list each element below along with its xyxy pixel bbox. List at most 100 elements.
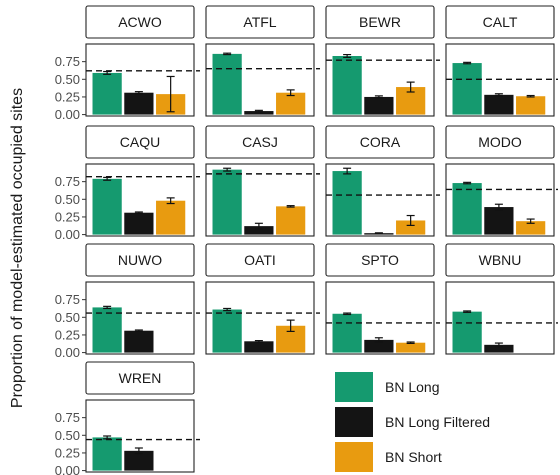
panel-strip xyxy=(205,243,315,277)
legend-item-bn-long-filtered: BN Long Filtered xyxy=(335,407,490,437)
error-bar xyxy=(223,167,232,172)
bar-bn-long xyxy=(452,311,482,353)
panel-acwo: ACWO 0.00 0.25 0.50 0.75 xyxy=(55,5,200,122)
bar-bn-long-filtered xyxy=(484,344,514,353)
error-bar xyxy=(254,109,263,113)
y-tick-label: 0.50 xyxy=(55,72,80,87)
legend-swatch xyxy=(335,372,373,402)
error-bar xyxy=(374,95,383,99)
panel-nuwo: NUWO 0.00 0.25 0.50 0.75 xyxy=(55,243,200,360)
bar-bn-long xyxy=(452,183,482,235)
error-bar xyxy=(463,310,472,313)
panel-title: OATI xyxy=(244,252,276,268)
y-tick-label: 0.25 xyxy=(55,89,80,104)
panel-strip xyxy=(325,243,435,277)
bar-bn-long xyxy=(332,313,362,353)
error-bar xyxy=(166,197,175,205)
legend: BN Long BN Long Filtered BN Short xyxy=(335,372,490,472)
y-tick-label: 0.75 xyxy=(55,292,80,307)
panel-title: BEWR xyxy=(359,14,401,30)
panel-title: CALT xyxy=(483,14,518,30)
error-bar xyxy=(526,218,535,224)
panel-title: WBNU xyxy=(479,252,522,268)
panel-calt: CALT xyxy=(445,5,558,117)
panel-strip xyxy=(85,5,195,39)
error-bar xyxy=(254,222,263,230)
legend-label: BN Long Filtered xyxy=(385,414,490,430)
error-bar xyxy=(494,342,503,348)
bar-bn-long-filtered xyxy=(364,96,394,115)
bar-bn-long xyxy=(92,178,122,235)
error-bar xyxy=(494,93,503,97)
error-bar xyxy=(134,447,143,455)
y-tick-label: 0.00 xyxy=(55,345,80,360)
panel-cora: CORA xyxy=(325,125,440,237)
y-tick-label: 0.75 xyxy=(55,410,80,425)
panel-strip xyxy=(445,5,555,39)
panel-title: CORA xyxy=(360,134,401,150)
bar-bn-long xyxy=(452,63,482,115)
panel-caqu: CAQU 0.00 0.25 0.50 0.75 xyxy=(55,125,200,242)
y-tick-label: 0.25 xyxy=(55,209,80,224)
panel-wren: WREN 0.00 0.25 0.50 0.75 xyxy=(55,361,200,475)
panel-strip xyxy=(445,125,555,159)
error-bar xyxy=(374,232,383,235)
panel-spto: SPTO xyxy=(325,243,440,355)
y-tick-label: 0.00 xyxy=(55,107,80,122)
panel-title: NUWO xyxy=(118,252,162,268)
bar-bn-long xyxy=(212,53,242,115)
bar-bn-long-filtered xyxy=(484,94,514,115)
error-bar xyxy=(406,341,415,345)
bar-bn-short xyxy=(276,92,306,115)
panel-title: ATFL xyxy=(243,14,276,30)
bar-bn-long-filtered xyxy=(124,92,154,115)
bar-bn-long-filtered xyxy=(124,330,154,353)
error-bar xyxy=(463,181,472,185)
panel-strip xyxy=(205,125,315,159)
error-bar xyxy=(526,94,535,98)
facet-panels: ACWO 0.00 0.25 0.50 0.75 ATFL BEWR CALT CAQU 0.00… xyxy=(55,5,558,475)
panel-bewr: BEWR xyxy=(325,5,440,117)
y-tick-label: 0.50 xyxy=(55,192,80,207)
error-bar xyxy=(134,91,143,95)
error-bar xyxy=(103,70,112,75)
bar-bn-long-filtered xyxy=(364,339,394,353)
error-bar xyxy=(406,81,415,93)
bar-bn-short xyxy=(276,206,306,235)
panel-strip xyxy=(325,125,435,159)
error-bar xyxy=(406,214,415,227)
y-tick-label: 0.25 xyxy=(55,445,80,460)
bar-bn-long xyxy=(92,437,122,471)
y-tick-label: 0.75 xyxy=(55,174,80,189)
panel-strip xyxy=(325,5,435,39)
legend-label: BN Short xyxy=(385,449,442,465)
bar-bn-long-filtered xyxy=(244,111,274,115)
error-bar xyxy=(103,435,112,440)
panel-title: CAQU xyxy=(120,134,160,150)
y-tick-label: 0.50 xyxy=(55,310,80,325)
error-bar xyxy=(494,203,503,211)
panel-title: MODO xyxy=(478,134,522,150)
bar-bn-long xyxy=(332,171,362,235)
bar-bn-short xyxy=(156,200,186,235)
error-bar xyxy=(103,176,112,181)
panel-atfl: ATFL xyxy=(205,5,320,117)
panel-oati: OATI xyxy=(205,243,320,355)
y-tick-label: 0.25 xyxy=(55,327,80,342)
panel-strip xyxy=(85,125,195,159)
bar-bn-long-filtered xyxy=(124,450,154,471)
bar-bn-short xyxy=(516,221,546,235)
y-tick-label: 0.75 xyxy=(55,54,80,69)
bar-bn-short xyxy=(396,220,426,235)
error-bar xyxy=(343,312,352,316)
error-bar xyxy=(254,339,263,343)
bar-bn-long-filtered xyxy=(244,226,274,235)
bar-bn-long-filtered xyxy=(244,341,274,353)
bar-bn-short xyxy=(396,342,426,353)
panel-modo: MODO xyxy=(445,125,558,237)
error-bar xyxy=(134,211,143,215)
bar-bn-long-filtered xyxy=(484,207,514,235)
panel-strip xyxy=(85,243,195,277)
legend-swatch xyxy=(335,407,373,437)
